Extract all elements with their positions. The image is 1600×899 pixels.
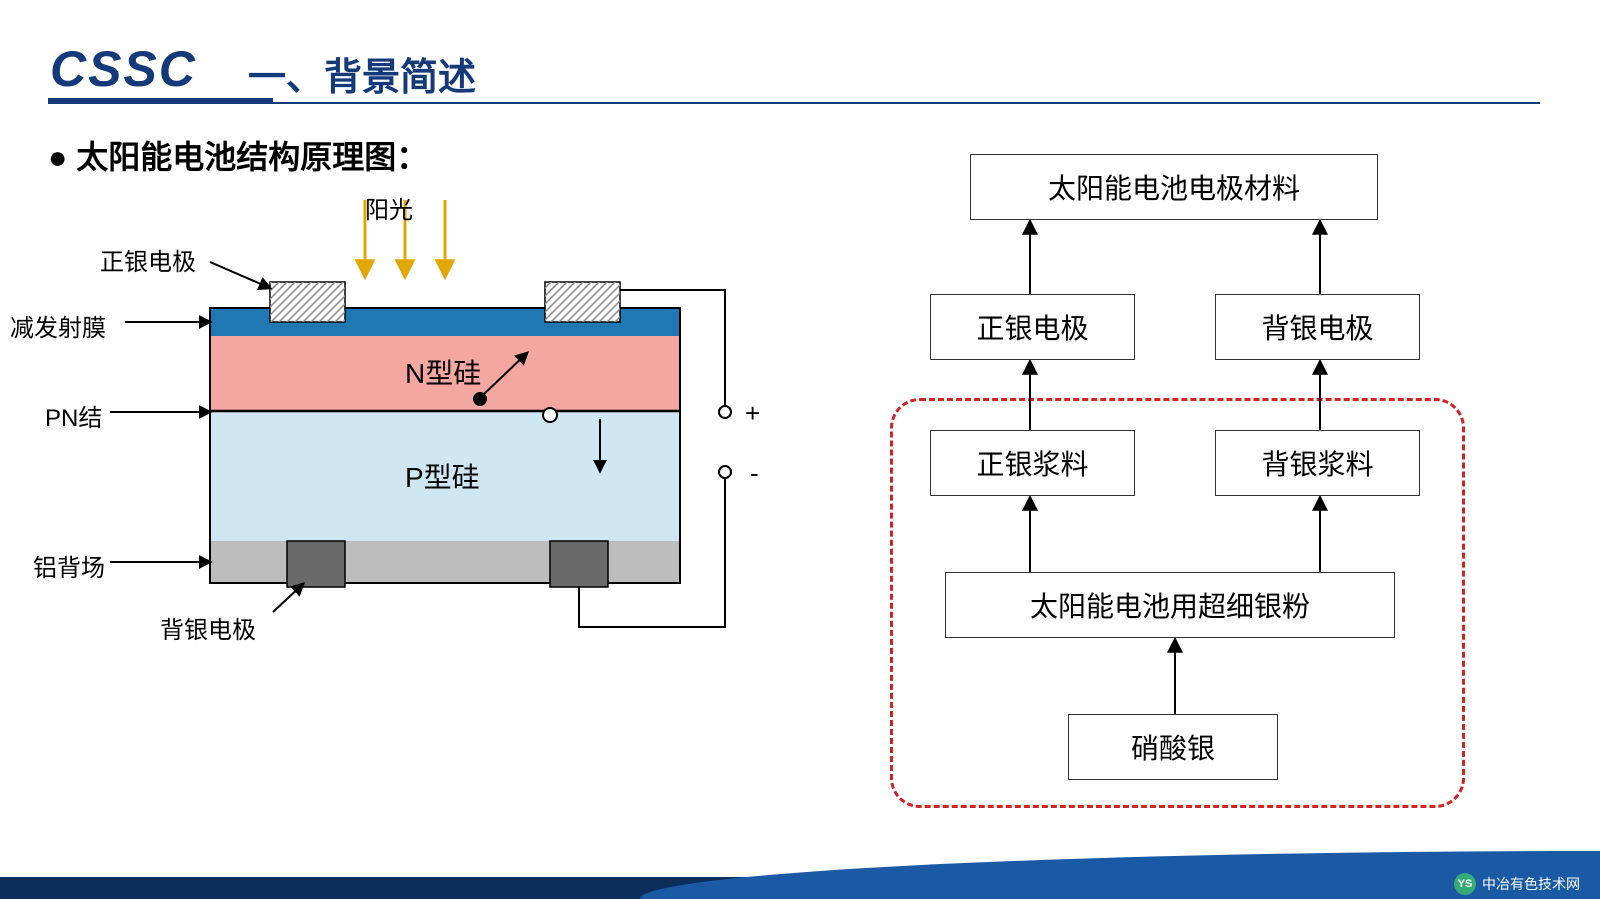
solar-cell-diagram: 阳光 正银电极 减发射膜 PN结 铝背场 背银电极 N型硅 P型硅 + - [5,180,805,760]
flow-node-right3: 背银浆料 [1215,430,1420,496]
flowchart: 太阳能电池电极材料正银电极 背银电极正银浆料 背银浆料太阳能电池用超细银粉硝酸银 [830,130,1550,810]
flow-node-powder: 太阳能电池用超细银粉 [945,572,1395,638]
label-back-electrode: 背银电极 [160,610,256,645]
terminal-plus: + [745,398,760,429]
flow-node-right2: 背银电极 [1215,294,1420,360]
layer-p: P型硅 [405,456,480,496]
logo: CSSC [50,40,197,98]
flow-node-top: 太阳能电池电极材料 [970,154,1378,220]
layer-n: N型硅 [405,352,481,392]
label-sunlight: 阳光 [365,190,413,225]
label-front-electrode: 正银电极 [100,242,196,277]
subtitle: 太阳能电池结构原理图： [48,132,428,178]
footer-brand: YS 中冶有色技术网 [1454,873,1580,895]
label-pn-junction: PN结 [45,398,102,433]
label-al-bsf: 铝背场 [33,548,105,583]
flow-node-left2: 正银电极 [930,294,1135,360]
flow-node-left3: 正银浆料 [930,430,1135,496]
footer-text: 中冶有色技术网 [1482,874,1580,894]
flow-node-agno3: 硝酸银 [1068,714,1278,780]
footer: YS 中冶有色技术网 [0,851,1600,899]
globe-icon: YS [1454,873,1476,895]
terminal-minus: - [750,458,759,489]
section-title: 一、背景简述 [248,46,476,101]
label-ar-coating: 减发射膜 [10,308,106,343]
